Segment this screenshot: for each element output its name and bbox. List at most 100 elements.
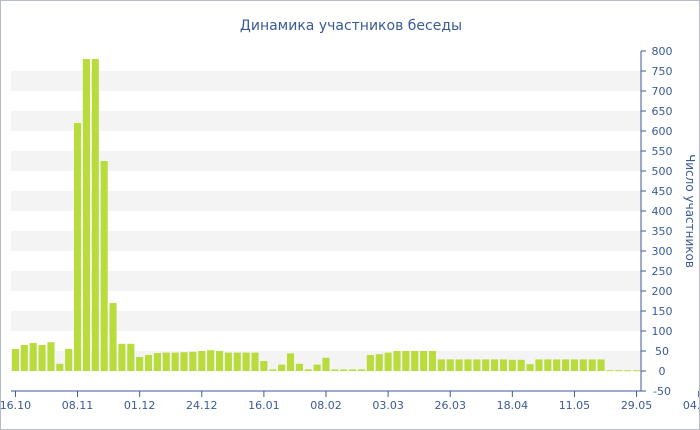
bar [144, 355, 153, 371]
y-tick-label: 300 [652, 245, 673, 258]
y-tick-label: 450 [652, 185, 673, 198]
bar [260, 361, 268, 371]
y-tick-label: 200 [652, 285, 673, 298]
bar [136, 357, 144, 371]
bar [91, 59, 99, 371]
bar [65, 349, 73, 371]
y-tick-label: 100 [652, 325, 673, 338]
grid-band [11, 271, 641, 291]
y-tick-label: 500 [652, 165, 673, 178]
bar [446, 359, 454, 371]
bar [38, 345, 46, 371]
bar [491, 359, 499, 371]
bar [331, 369, 339, 371]
bar [215, 351, 224, 371]
bar [633, 370, 641, 372]
bar [526, 364, 534, 371]
bar [180, 352, 188, 371]
grid-band [11, 71, 641, 91]
bar [269, 369, 277, 371]
y-axis: -50 0 50 100 150 200 250 300 350 400 450 500 550 600 6… [640, 45, 673, 398]
bar [624, 370, 632, 372]
y-tick-label: 50 [655, 345, 669, 358]
y-tick-label: 700 [652, 85, 673, 98]
bar [207, 350, 215, 371]
bar [349, 369, 357, 371]
bar [20, 345, 28, 371]
bar [544, 359, 552, 371]
bar [74, 123, 82, 371]
bar [233, 352, 241, 371]
x-tick-label: 01.12 [124, 399, 156, 412]
x-tick-label: 26.03 [434, 399, 466, 412]
bar [127, 343, 135, 371]
bar [455, 359, 463, 371]
bar [278, 364, 286, 371]
bar [153, 353, 161, 371]
bar [508, 359, 516, 371]
bar [162, 352, 170, 371]
bar [251, 352, 259, 371]
bar [242, 352, 250, 371]
bar [411, 351, 419, 371]
bar [109, 303, 117, 371]
x-axis: 16.10 08.11 01.12 24.12 16.01 08.02 03.03 26.03… [1, 390, 699, 412]
y-tick-label: 350 [652, 225, 673, 238]
grid-band [11, 311, 641, 331]
bar [437, 359, 445, 371]
y-tick-label: 250 [652, 265, 673, 278]
x-tick-label: 08.02 [310, 399, 342, 412]
grid-band [11, 191, 641, 211]
y-tick-label: 750 [652, 65, 673, 78]
bar [393, 351, 401, 371]
chart-title: Динамика участников беседы [240, 18, 462, 34]
grid-band [11, 151, 641, 171]
bar [286, 353, 295, 371]
y-tick-label: 400 [652, 205, 673, 218]
x-tick-label: 29.05 [621, 399, 653, 412]
bar [428, 351, 437, 371]
bar [588, 359, 596, 371]
bar [47, 342, 55, 371]
bar [384, 352, 392, 371]
grid-band [11, 231, 641, 251]
y-tick-label: 650 [652, 105, 673, 118]
bar [402, 351, 410, 371]
bar [82, 59, 90, 371]
bar [357, 369, 366, 371]
grid-band [11, 111, 641, 131]
x-tick-label: 16.10 [1, 399, 31, 412]
bar [304, 369, 312, 371]
bar [597, 359, 605, 371]
bar [340, 369, 348, 371]
y-tick-label: 150 [652, 305, 673, 318]
bar [224, 352, 232, 371]
bar [118, 343, 126, 371]
bar [171, 352, 179, 371]
bar [366, 355, 374, 371]
bar [322, 357, 330, 371]
x-tick-label: 03.03 [372, 399, 404, 412]
x-tick-label: 24.12 [186, 399, 218, 412]
x-tick-label: 04.06 [683, 399, 699, 412]
bar [579, 359, 587, 371]
bar [499, 359, 508, 371]
y-tick-label: 600 [652, 125, 673, 138]
bar [615, 370, 623, 372]
bar [29, 343, 37, 371]
bar [517, 359, 525, 371]
bar [553, 359, 561, 371]
x-tick-label: 16.01 [248, 399, 280, 412]
bar [313, 364, 321, 371]
y-tick-label: 550 [652, 145, 673, 158]
bar [11, 349, 19, 371]
bar [189, 351, 197, 371]
y-tick-label: -50 [653, 385, 671, 398]
x-tick-label: 18.04 [497, 399, 529, 412]
bar [56, 363, 64, 371]
y-tick-label: 800 [652, 45, 673, 58]
y-axis-title: Число участников [683, 154, 697, 268]
bar [482, 359, 490, 371]
